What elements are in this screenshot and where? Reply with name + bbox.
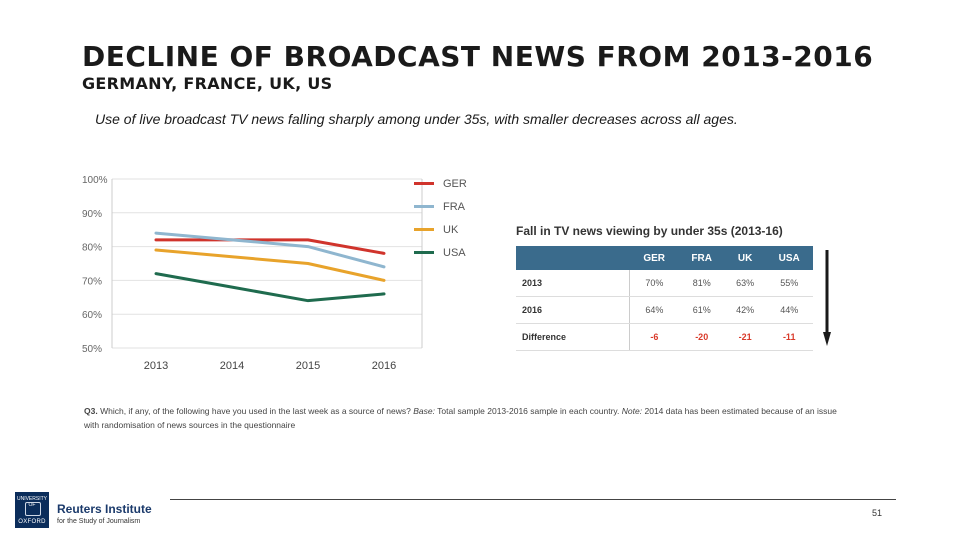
legend-item-uk: UK [414, 218, 467, 241]
series-line-uk [154, 248, 386, 282]
x-tick-label: 2016 [372, 360, 396, 372]
table-cell: 63% [724, 270, 766, 297]
table-header-row: GER FRA UK USA [516, 246, 813, 270]
table-cell: -11 [765, 323, 813, 351]
page-subtitle: GERMANY, FRANCE, UK, US [82, 74, 333, 93]
series-line-fra [154, 231, 386, 269]
table-header-cell [516, 246, 630, 270]
chart-legend: GER FRA UK USA [414, 172, 467, 264]
legend-swatch-fra [414, 205, 434, 208]
footnote: Q3. Which, if any, of the following have… [84, 404, 844, 432]
table-cell: 55% [765, 270, 813, 297]
x-tick-label: 2015 [296, 360, 320, 372]
table-row-difference: Difference -6 -20 -21 -11 [516, 323, 813, 351]
table-cell: 64% [629, 296, 679, 324]
table-cell: 44% [765, 296, 813, 324]
table-row-label: 2016 [516, 296, 631, 324]
table-row-label: Difference [516, 323, 631, 351]
y-tick-label: 50% [82, 344, 102, 355]
legend-item-fra: FRA [414, 195, 467, 218]
y-tick-label: 100% [82, 175, 108, 186]
legend-item-usa: USA [414, 241, 467, 264]
table-cell: 42% [724, 296, 766, 324]
table-row: 2013 70% 81% 63% 55% [516, 270, 813, 297]
logo-name: Reuters Institute [57, 502, 152, 516]
table-header-cell: USA [765, 246, 813, 270]
table-row-label: 2013 [516, 270, 631, 297]
x-tick-label: 2013 [144, 360, 168, 372]
footnote-question: Which, if any, of the following have you… [100, 406, 411, 416]
page-title: DECLINE OF BROADCAST NEWS FROM 2013-2016 [82, 40, 874, 73]
crest-top-text: UNIVERSITY OF [16, 496, 47, 508]
table-cell: 81% [678, 270, 725, 297]
y-tick-label: 60% [82, 310, 102, 321]
y-tick-label: 80% [82, 243, 102, 254]
table-cell: 61% [678, 296, 725, 324]
footnote-note-label: Note: [621, 406, 643, 416]
table-header-cell: GER [629, 246, 679, 270]
footnote-note: 2014 data has been estimated because of … [84, 406, 837, 430]
lede-text: Use of live broadcast TV news falling sh… [95, 111, 738, 127]
page-number: 51 [872, 508, 883, 518]
table-row: 2016 64% 61% 42% 44% [516, 296, 813, 324]
crest-bottom-text: OXFORD [18, 519, 46, 525]
footnote-question-id: Q3. [84, 406, 98, 416]
crest-shield-icon [25, 502, 41, 516]
legend-label-ger: GER [443, 177, 467, 190]
series-line-usa [154, 272, 386, 303]
legend-swatch-ger [414, 182, 434, 185]
logo-subtitle: for the Study of Journalism [57, 518, 141, 525]
reuters-institute-logo: UNIVERSITY OF OXFORD Reuters Institute f… [15, 492, 165, 532]
legend-item-ger: GER [414, 172, 467, 195]
legend-swatch-usa [414, 251, 434, 254]
table-header-cell: UK [724, 246, 766, 270]
table-cell: 70% [629, 270, 679, 297]
table-title: Fall in TV news viewing by under 35s (20… [516, 224, 783, 238]
footnote-base: Total sample 2013-2016 sample in each co… [437, 406, 620, 416]
oxford-crest-icon: UNIVERSITY OF OXFORD [15, 492, 49, 528]
y-tick-label: 70% [82, 276, 102, 287]
table-cell: -21 [724, 323, 766, 351]
legend-swatch-uk [414, 228, 434, 231]
fall-table: GER FRA UK USA 2013 70% 81% 63% 55% 2016… [516, 246, 813, 351]
x-tick-label: 2014 [220, 360, 244, 372]
legend-label-uk: UK [443, 223, 459, 236]
table-cell: -20 [678, 323, 725, 351]
legend-label-usa: USA [443, 246, 466, 259]
legend-label-fra: FRA [443, 200, 465, 213]
line-chart: 50% 60% 70% 80% 90% 100% 2013 2014 2015 2016 [82, 175, 423, 372]
footnote-base-label: Base: [413, 406, 435, 416]
table-cell: -6 [629, 323, 679, 351]
table-header-cell: FRA [678, 246, 725, 270]
y-tick-label: 90% [82, 209, 102, 220]
down-arrow-icon [823, 250, 831, 346]
series-line-ger [154, 238, 386, 255]
footer-divider [170, 499, 896, 500]
